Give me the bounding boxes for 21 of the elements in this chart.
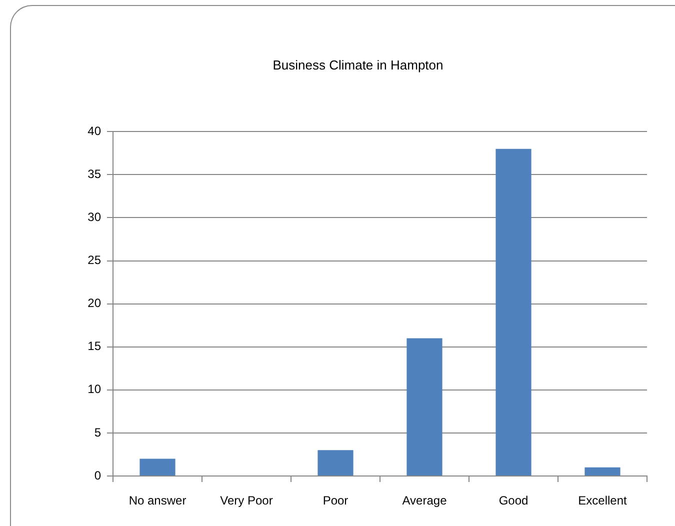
bar xyxy=(584,467,620,476)
x-tick-label: Average xyxy=(402,494,448,508)
x-tick-label: Good xyxy=(498,494,528,508)
x-tick-label: No answer xyxy=(128,494,186,508)
bar xyxy=(140,458,176,476)
bar xyxy=(406,338,442,476)
y-tick-label: 20 xyxy=(88,296,102,310)
x-tick-label: Excellent xyxy=(578,494,628,508)
chart-title: Business Climate in Hampton xyxy=(272,57,444,72)
bar xyxy=(318,450,354,476)
y-tick-label: 15 xyxy=(88,339,102,354)
y-tick-label: 25 xyxy=(88,253,102,268)
y-tick-label: 30 xyxy=(88,210,102,224)
y-tick-label: 40 xyxy=(88,124,102,138)
y-tick-label: 10 xyxy=(88,382,102,396)
y-tick-label: 0 xyxy=(94,468,102,482)
x-tick-label: Very Poor xyxy=(220,494,273,508)
y-tick-label: 5 xyxy=(94,425,102,440)
y-tick-label: 35 xyxy=(88,166,102,181)
x-tick-label: Poor xyxy=(322,494,348,508)
bar xyxy=(496,148,532,476)
